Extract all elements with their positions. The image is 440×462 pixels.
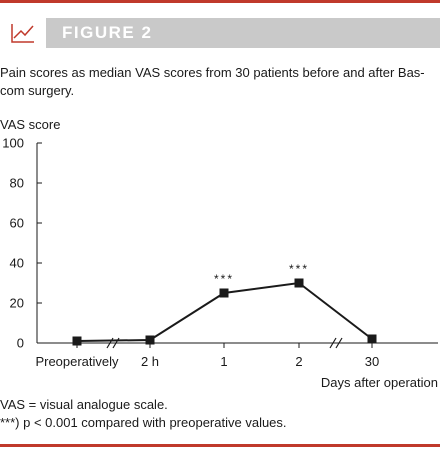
line-chart-icon [11, 24, 34, 43]
data-point [219, 288, 229, 298]
significance-annotation: *** [289, 262, 309, 276]
significance-annotation: *** [214, 272, 234, 286]
axis-break [329, 337, 343, 349]
figure-icon-box [0, 18, 46, 48]
figure-caption: Pain scores as median VAS scores from 30… [0, 65, 425, 98]
y-tick-label: 100 [2, 136, 24, 151]
data-point [72, 336, 82, 346]
y-tick-label: 80 [10, 176, 24, 191]
x-axis-label: Days after operation [321, 375, 438, 390]
data-point [145, 335, 155, 345]
top-accent-rule [0, 0, 440, 3]
y-tick-label: 0 [17, 336, 24, 351]
figure-header: FIGURE 2 [0, 18, 440, 48]
footnote-abbreviation: VAS = visual analogue scale. [0, 397, 168, 412]
data-point [294, 278, 304, 288]
bottom-accent-rule [0, 444, 440, 447]
x-tick-label: 30 [365, 354, 379, 369]
y-tick-label: 20 [10, 296, 24, 311]
line-chart: VAS score 0 20 40 60 80 100 Preoperatively 2 h 1 2… [0, 117, 438, 390]
x-tick-label: 1 [220, 354, 227, 369]
y-tick-label: 60 [10, 216, 24, 231]
footnote-significance: ***) p < 0.001 compared with preoperativ… [0, 415, 287, 430]
x-tick-label: Preoperatively [35, 354, 119, 369]
figure-title: FIGURE 2 [62, 23, 153, 42]
y-tick-label: 40 [10, 256, 24, 271]
x-tick-label: 2 h [141, 354, 159, 369]
data-point [367, 334, 377, 344]
x-tick-label: 2 [295, 354, 302, 369]
y-axis-label: VAS score [0, 117, 60, 132]
